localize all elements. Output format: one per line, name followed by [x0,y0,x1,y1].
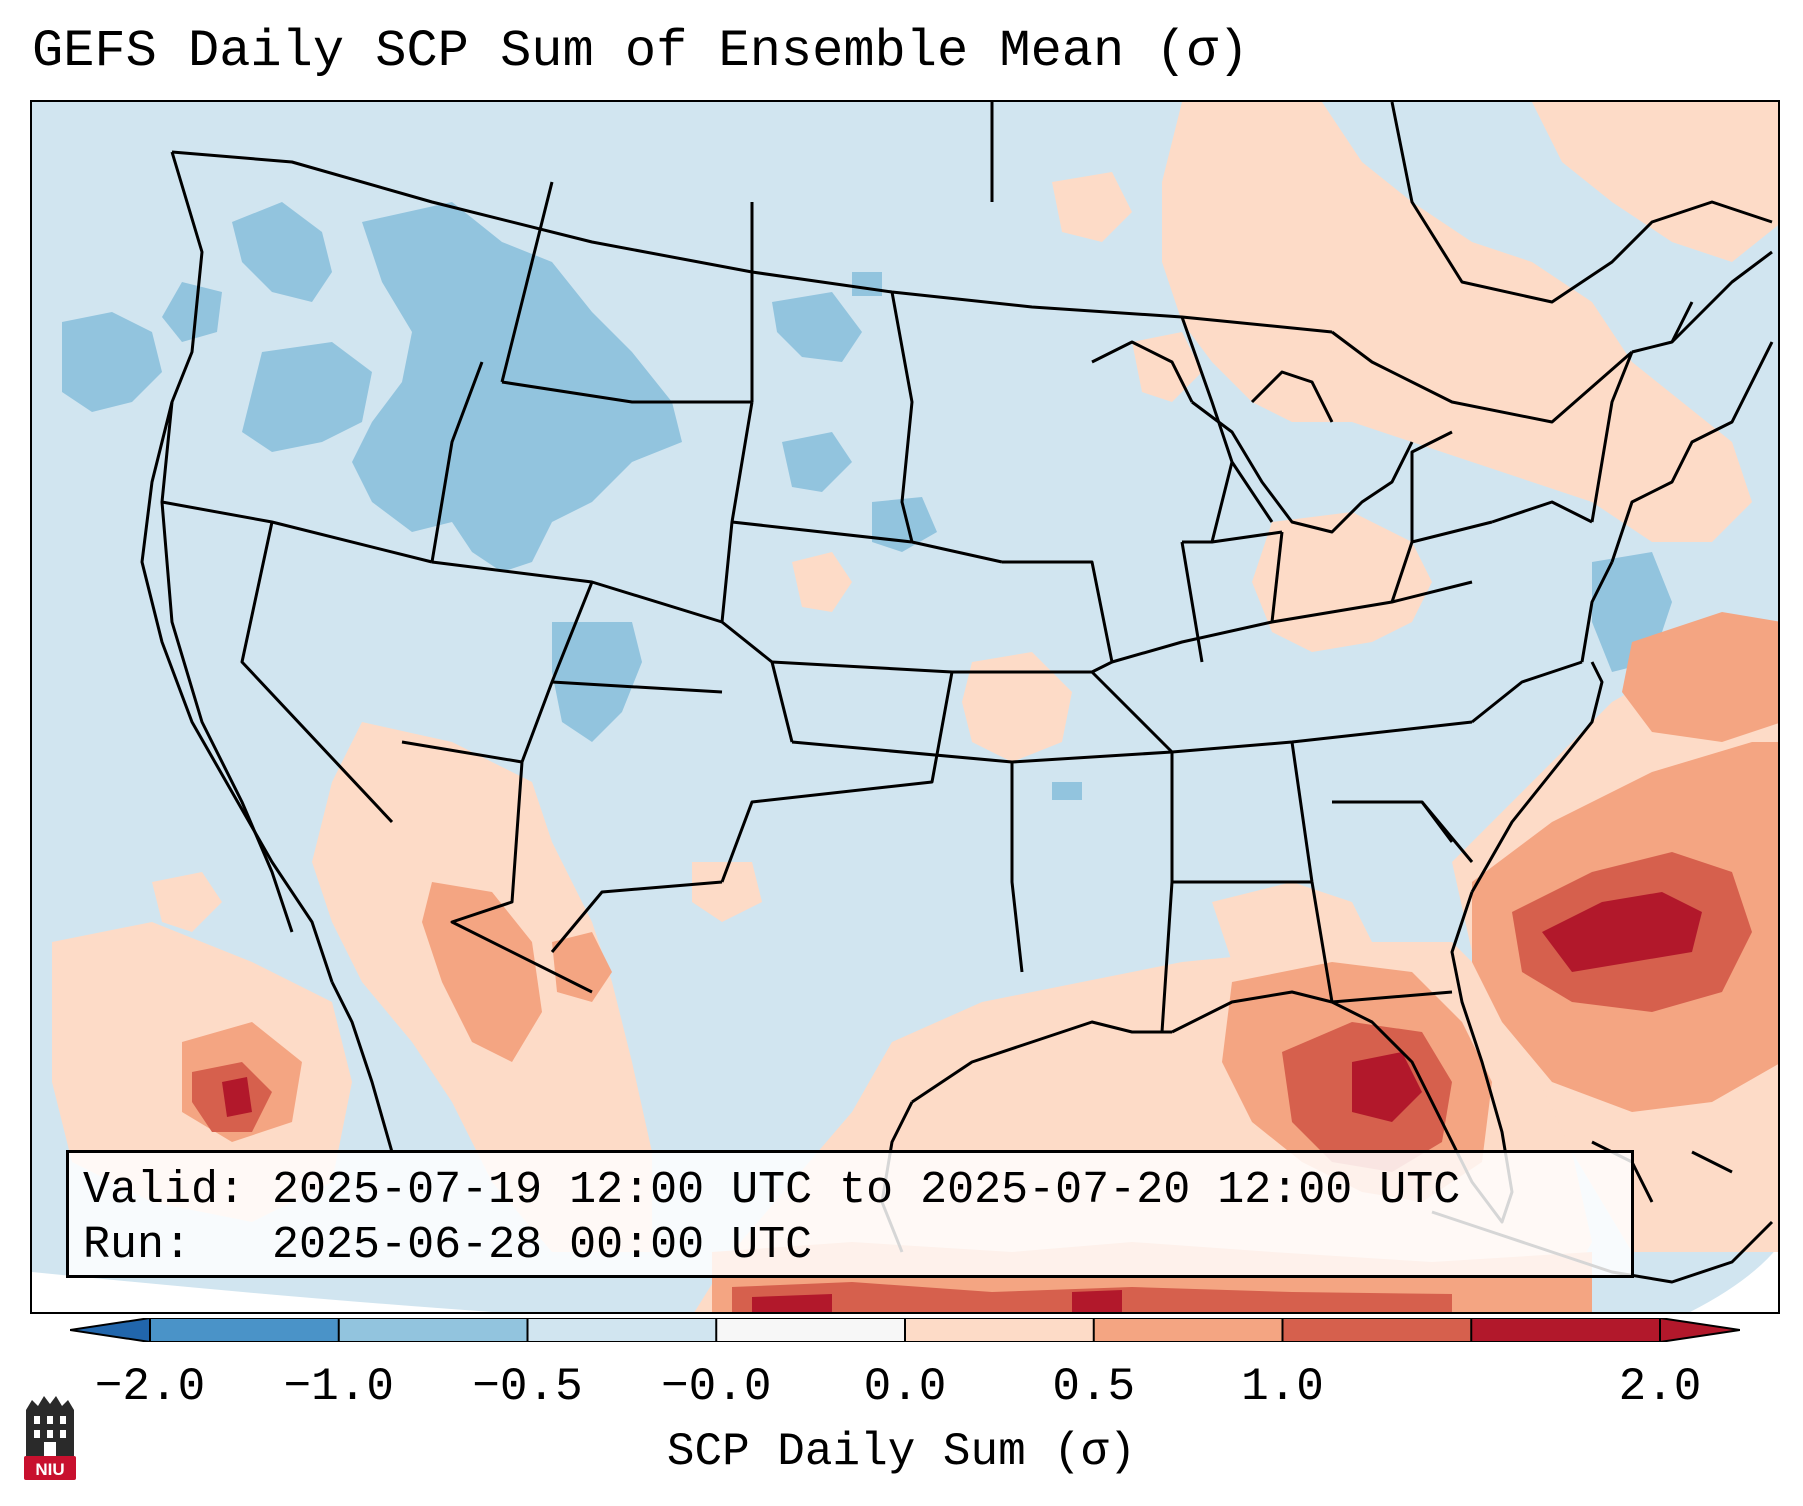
valid-time-range: 2025-07-19 12:00 UTC to 2025-07-20 12:00… [272,1165,1461,1216]
colorbar-bin [905,1318,1095,1342]
run-label: Run: [83,1220,192,1271]
colorbar-tick-label: −0.5 [472,1361,583,1413]
colorbar-tick-label: −1.0 [283,1361,394,1413]
colorbar-tick-label: −2.0 [94,1361,206,1413]
field-outside-west [32,1272,493,1312]
valid-label: Valid: [83,1165,246,1216]
valid-run-info-box: Valid: 2025-07-19 12:00 UTC to 2025-07-2… [66,1150,1634,1278]
colorbar-bin [1282,1318,1472,1342]
colorbar-tick-label: 0.5 [1052,1361,1136,1413]
field-outside-east [1689,1247,1778,1312]
colorbar-tick-label: −0.0 [661,1361,772,1413]
colorbar-extend-min [70,1318,150,1342]
map-svg [32,102,1778,1312]
run-time: 2025-06-28 00:00 UTC [272,1220,813,1271]
colorbar-tick-label: 1.0 [1241,1361,1324,1413]
anomaly-light-blue [62,202,1672,800]
colorbar-label: SCP Daily Sum (σ) [666,1426,1137,1478]
anomaly-dark-red [222,892,1702,1312]
chart-title: GEFS Daily SCP Sum of Ensemble Mean (σ) [32,22,1249,81]
colorbar-tick-label: 0.0 [863,1361,947,1413]
state-boundaries [160,102,1773,1033]
colorbar [70,1318,1740,1342]
colorbar-extend-max [1660,1318,1740,1342]
colorbar-bin [1093,1318,1283,1342]
colorbar-bin [150,1318,340,1342]
logo-text: NIU [35,1460,64,1479]
map-panel [30,100,1780,1314]
colorbar-bin [338,1318,528,1342]
niu-logo-icon: NIU [24,1396,76,1480]
colorbar-tick-label: 2.0 [1618,1361,1702,1413]
colorbar-bin [527,1318,717,1342]
colorbar-bin [716,1318,906,1342]
colorbar-bin [1471,1318,1661,1342]
